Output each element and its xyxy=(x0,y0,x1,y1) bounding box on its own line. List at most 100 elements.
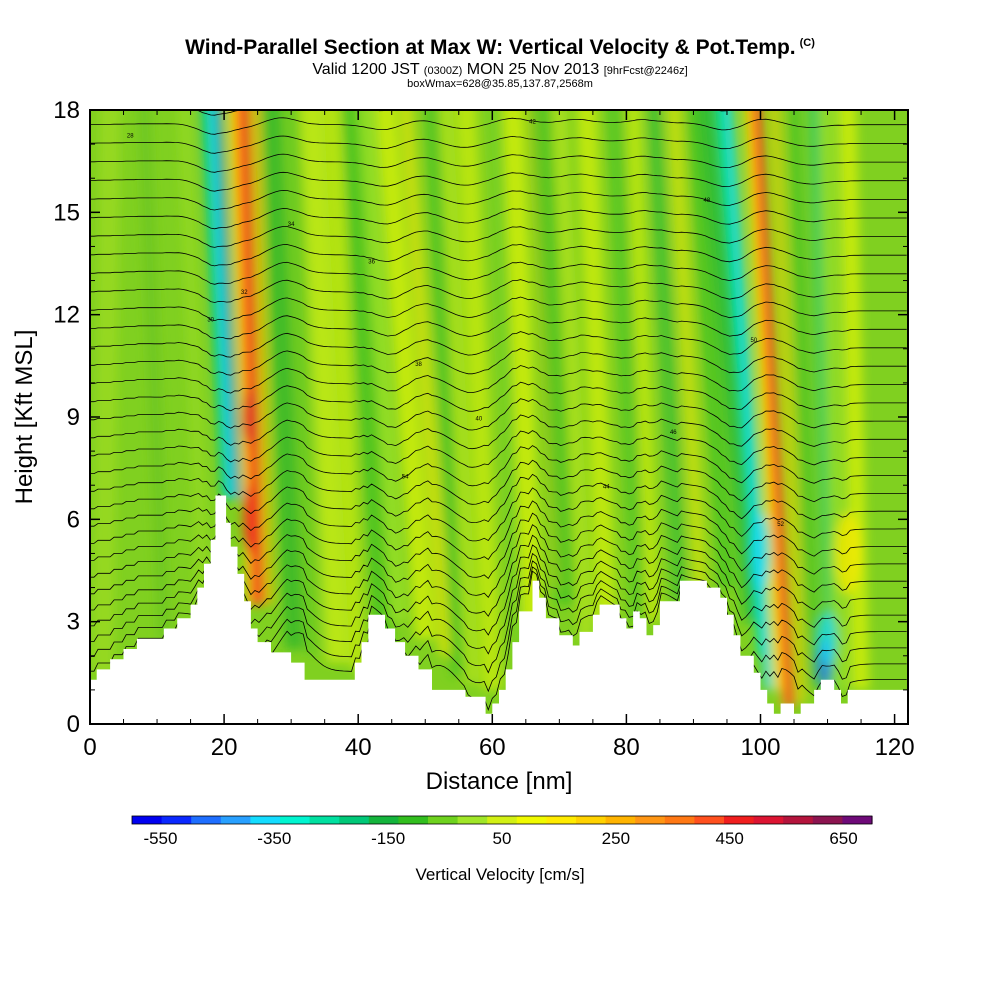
colorbar-swatch xyxy=(368,816,399,824)
colorbar-swatch xyxy=(635,816,666,824)
isentrope-label: 44 xyxy=(603,485,610,491)
isentrope-line xyxy=(90,117,907,135)
valid-prefix: Valid 1200 JST xyxy=(312,61,420,78)
colorbar-swatch xyxy=(694,816,725,824)
y-tick-label: 15 xyxy=(53,199,80,226)
colorbar-swatch xyxy=(457,816,488,824)
isentrope-line xyxy=(90,487,907,542)
colorbar-swatch xyxy=(724,816,755,824)
colorbar-swatch xyxy=(161,816,192,824)
box-wmax-info: boxWmax=628@35.85,137.87,2568m xyxy=(407,78,593,90)
isentrope-label: 28 xyxy=(127,133,134,139)
isentrope-line xyxy=(90,153,907,173)
valid-time-line: Valid 1200 JST (0300Z) MON 25 Nov 2013 [… xyxy=(0,61,1000,79)
isentrope-line xyxy=(90,296,907,322)
x-tick-label: 40 xyxy=(345,734,372,761)
isentrope-label: 32 xyxy=(241,290,248,296)
x-tick-label: 80 xyxy=(613,734,640,761)
forecast-info: [9hrFcst@2246z] xyxy=(603,65,688,77)
isentrope-line xyxy=(90,243,907,267)
colorbar-swatch xyxy=(664,816,695,824)
isentrope-line xyxy=(90,398,907,431)
colorbar-swatch xyxy=(487,816,518,824)
colorbar-swatch xyxy=(309,816,340,824)
isentrope-line xyxy=(90,414,907,450)
isentrope-label: 54 xyxy=(402,474,409,480)
colorbar-tick-label: -350 xyxy=(257,829,291,848)
y-tick-label: 6 xyxy=(67,506,80,533)
colorbar-swatch xyxy=(339,816,370,824)
y-tick-label: 12 xyxy=(53,302,80,329)
title-text: Wind-Parallel Section at Max W: Vertical… xyxy=(185,36,796,59)
isentrope-line xyxy=(90,381,907,412)
y-axis-label: Height [Kft MSL] xyxy=(11,330,38,505)
isentrope-label: 40 xyxy=(476,416,483,422)
isentrope-line xyxy=(90,226,907,248)
colorbar-label: Vertical Velocity [cm/s] xyxy=(415,865,584,884)
isentrope-line xyxy=(195,110,733,116)
isentrope-label: 30 xyxy=(207,317,214,323)
isentrope-line xyxy=(90,313,907,340)
colorbar-swatch xyxy=(753,816,784,824)
isentrope-line xyxy=(90,459,907,505)
x-tick-label: 0 xyxy=(83,734,96,761)
valid-zulu: (0300Z) xyxy=(423,65,463,77)
chart-title: Wind-Parallel Section at Max W: Vertical… xyxy=(0,36,1000,60)
colorbar-swatch xyxy=(842,816,873,824)
isentrope-label: 34 xyxy=(288,222,295,228)
isentrope-line xyxy=(90,189,907,211)
isentrope-line xyxy=(90,171,907,192)
isentrope-line xyxy=(90,365,907,394)
colorbar-swatch xyxy=(280,816,311,824)
isentrope-line xyxy=(90,208,907,230)
colorbar-tick-label: 250 xyxy=(602,829,630,848)
isentrope-line xyxy=(90,279,907,303)
x-tick-label: 120 xyxy=(875,734,915,761)
isentrope-label: 50 xyxy=(750,338,757,344)
isentrope-line xyxy=(90,135,907,154)
y-tick-label: 18 xyxy=(53,97,80,124)
isentrope-label: 38 xyxy=(415,362,422,368)
isentrope-label: 48 xyxy=(704,198,711,204)
y-tick-label: 9 xyxy=(67,404,80,431)
valid-date: MON 25 Nov 2013 xyxy=(466,61,600,78)
isentrope-line xyxy=(90,473,907,524)
x-tick-label: 60 xyxy=(479,734,506,761)
isentrope-label: 36 xyxy=(368,260,375,266)
colorbar-tick-label: -150 xyxy=(371,829,405,848)
isentrope-line xyxy=(90,430,907,468)
contour-labels: 28 30 32 34 36 38 40 42 44 46 48 50 52 54 xyxy=(127,120,785,529)
x-tick-label: 20 xyxy=(211,734,238,761)
copyright-mark: (C) xyxy=(799,37,815,49)
isentrope-line xyxy=(90,445,907,487)
colorbar-swatch xyxy=(398,816,429,824)
colorbar-swatch xyxy=(546,816,577,824)
colorbar-swatch xyxy=(132,816,163,824)
colorbar-swatch xyxy=(428,816,459,824)
isentrope-label: 42 xyxy=(529,120,536,126)
isentrope-line xyxy=(90,348,907,376)
colorbar-swatch xyxy=(191,816,222,824)
x-tick-label: 100 xyxy=(740,734,780,761)
isentrope-line xyxy=(90,261,907,285)
colorbar-tick-label: -550 xyxy=(143,829,177,848)
isentrope-label: 46 xyxy=(670,430,677,436)
colorbar-tick-label: 650 xyxy=(829,829,857,848)
colorbar-swatch xyxy=(812,816,843,824)
colorbar-swatch xyxy=(605,816,636,824)
colorbar-frame xyxy=(131,815,873,825)
isentrope-line xyxy=(90,331,907,358)
colorbar: -550 -350 -150 50 250 450 650 xyxy=(131,815,873,848)
colorbar-swatch xyxy=(250,816,281,824)
isentrope-label: 52 xyxy=(777,522,784,528)
y-tick-label: 0 xyxy=(67,711,80,738)
colorbar-swatch xyxy=(516,816,547,824)
colorbar-swatch xyxy=(220,816,251,824)
y-tick-label: 3 xyxy=(67,609,80,636)
colorbar-tick-label: 50 xyxy=(493,829,512,848)
colorbar-tick-label: 450 xyxy=(716,829,744,848)
colorbar-swatch xyxy=(576,816,607,824)
colorbar-swatch xyxy=(783,816,814,824)
